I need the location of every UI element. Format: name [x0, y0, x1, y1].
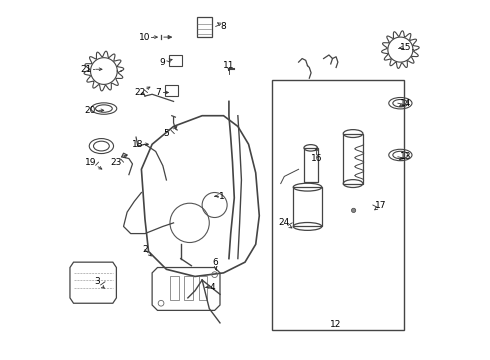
Text: 1: 1	[219, 192, 224, 201]
Text: 4: 4	[210, 283, 216, 292]
Text: 20: 20	[84, 106, 95, 115]
Text: 10: 10	[139, 33, 151, 42]
Text: 23: 23	[110, 158, 122, 167]
Bar	[170, 276, 179, 300]
Text: 13: 13	[400, 152, 412, 161]
Bar	[184, 276, 193, 300]
Text: 6: 6	[213, 258, 219, 267]
Text: 2: 2	[142, 245, 148, 254]
Bar	[197, 18, 212, 37]
Text: 3: 3	[94, 277, 100, 286]
Text: 15: 15	[400, 43, 412, 52]
Bar	[272, 80, 404, 330]
Circle shape	[351, 208, 356, 212]
Text: 9: 9	[159, 58, 165, 67]
Text: 5: 5	[164, 129, 169, 138]
Text: 17: 17	[375, 201, 387, 210]
Text: 21: 21	[80, 65, 92, 74]
Bar	[293, 187, 322, 226]
Bar	[169, 55, 182, 66]
Text: 7: 7	[156, 88, 161, 97]
Text: 22: 22	[134, 88, 145, 97]
Text: 16: 16	[311, 154, 322, 163]
Text: 24: 24	[279, 219, 290, 228]
Text: 19: 19	[85, 158, 97, 167]
Text: 11: 11	[223, 61, 235, 70]
Bar	[343, 134, 363, 184]
Bar	[165, 85, 178, 96]
Text: 8: 8	[220, 22, 226, 31]
Bar	[198, 276, 207, 300]
Text: 12: 12	[330, 320, 342, 329]
Bar	[304, 148, 318, 182]
Text: 14: 14	[400, 99, 412, 108]
Text: 18: 18	[132, 140, 144, 149]
